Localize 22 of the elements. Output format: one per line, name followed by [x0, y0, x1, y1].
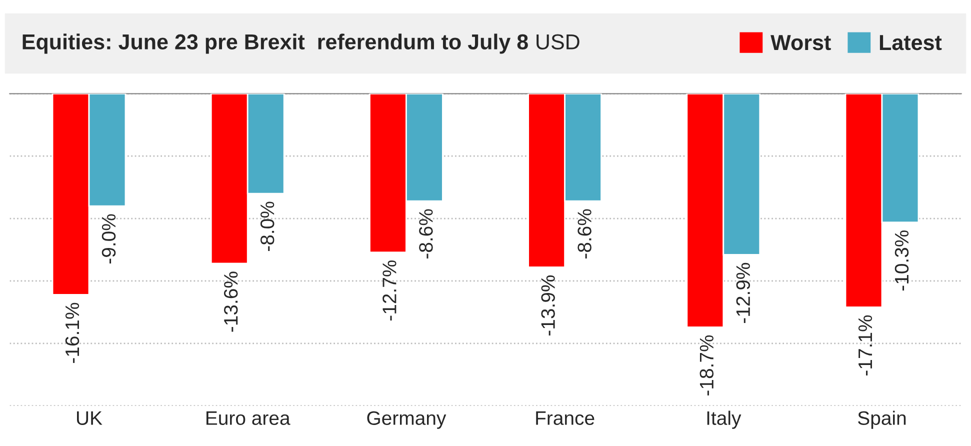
x-tick-label: Italy [707, 410, 742, 429]
data-label: -12.7% [382, 260, 396, 320]
x-tick-label: France [536, 411, 594, 426]
data-label: -18.7% [700, 335, 714, 396]
data-label: -8.6% [578, 209, 592, 258]
chart-subtitle: USD [536, 34, 580, 50]
data-label: -8.0% [260, 202, 274, 251]
data-label: -10.3% [894, 230, 909, 291]
data-label: -8.6% [419, 209, 433, 258]
data-label: -17.1% [858, 315, 872, 376]
legend-label: Latest [880, 35, 942, 50]
x-tick-label: Spain [858, 410, 906, 429]
x-tick-label: Germany [367, 411, 446, 429]
x-tick-label: Euro area [206, 411, 290, 426]
x-tick-label: UK [77, 411, 102, 426]
data-label: -13.6% [224, 272, 238, 332]
data-label: -12.9% [736, 262, 750, 323]
data-label: -9.0% [102, 214, 116, 264]
legend-label: Worst [770, 35, 831, 50]
chart-title: Equities: June 23 pre Brexit referendum to July 8 [22, 34, 528, 54]
data-label: -13.9% [541, 275, 555, 336]
data-label: -16.1% [65, 302, 80, 363]
